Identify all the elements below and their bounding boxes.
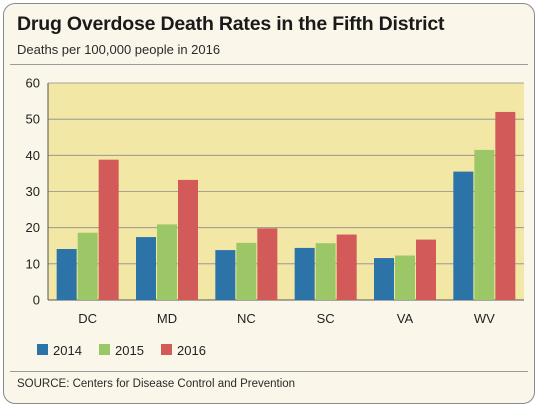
bar-wv-2014: [453, 171, 474, 300]
bar-dc-2014: [56, 249, 77, 300]
chart-subtitle: Deaths per 100,000 people in 2016: [17, 42, 221, 57]
x-tick-label: MD: [157, 311, 177, 326]
bar-sc-2015: [315, 243, 336, 300]
legend-label-2016: 2016: [177, 343, 206, 358]
legend-swatch-2015: [99, 344, 110, 355]
bar-wv-2015: [474, 149, 495, 300]
source-note: SOURCE: Centers for Disease Control and …: [17, 378, 295, 390]
bar-va-2014: [374, 258, 394, 300]
x-tick-label: SC: [317, 311, 335, 326]
legend-label-2014: 2014: [53, 343, 82, 358]
legend-swatch-2014: [37, 344, 48, 355]
bar-nc-2016: [257, 228, 278, 300]
y-tick-label: 10: [26, 256, 40, 271]
y-tick-label: 50: [26, 112, 40, 127]
x-tick-label: DC: [78, 311, 97, 326]
y-tick-label: 40: [26, 148, 40, 163]
source-divider: [10, 371, 528, 372]
bar-md-2016: [178, 179, 198, 300]
source-text: Centers for Disease Control and Preventi…: [72, 378, 296, 390]
bar-sc-2014: [294, 247, 315, 300]
y-tick-label: 20: [26, 220, 40, 235]
bar-sc-2016: [336, 234, 357, 300]
y-tick-label: 30: [26, 184, 40, 199]
source-label: SOURCE:: [17, 378, 70, 390]
chart-title: Drug Overdose Death Rates in the Fifth D…: [17, 13, 445, 35]
bar-dc-2016: [98, 159, 119, 300]
bar-wv-2016: [495, 111, 516, 300]
x-tick-label: VA: [397, 311, 414, 326]
legend-label-2015: 2015: [115, 343, 144, 358]
bar-md-2015: [157, 224, 177, 300]
bar-va-2015: [395, 255, 415, 300]
bar-nc-2014: [215, 250, 236, 300]
y-tick-label: 0: [33, 293, 40, 308]
bar-dc-2015: [77, 232, 98, 300]
bar-nc-2015: [236, 242, 257, 300]
bar-va-2016: [416, 239, 436, 300]
x-tick-label: NC: [237, 311, 256, 326]
y-tick-label: 60: [26, 76, 40, 91]
legend-swatch-2016: [161, 344, 172, 355]
bar-md-2014: [136, 237, 156, 300]
title-divider: [10, 64, 528, 65]
x-tick-label: WV: [474, 311, 495, 326]
